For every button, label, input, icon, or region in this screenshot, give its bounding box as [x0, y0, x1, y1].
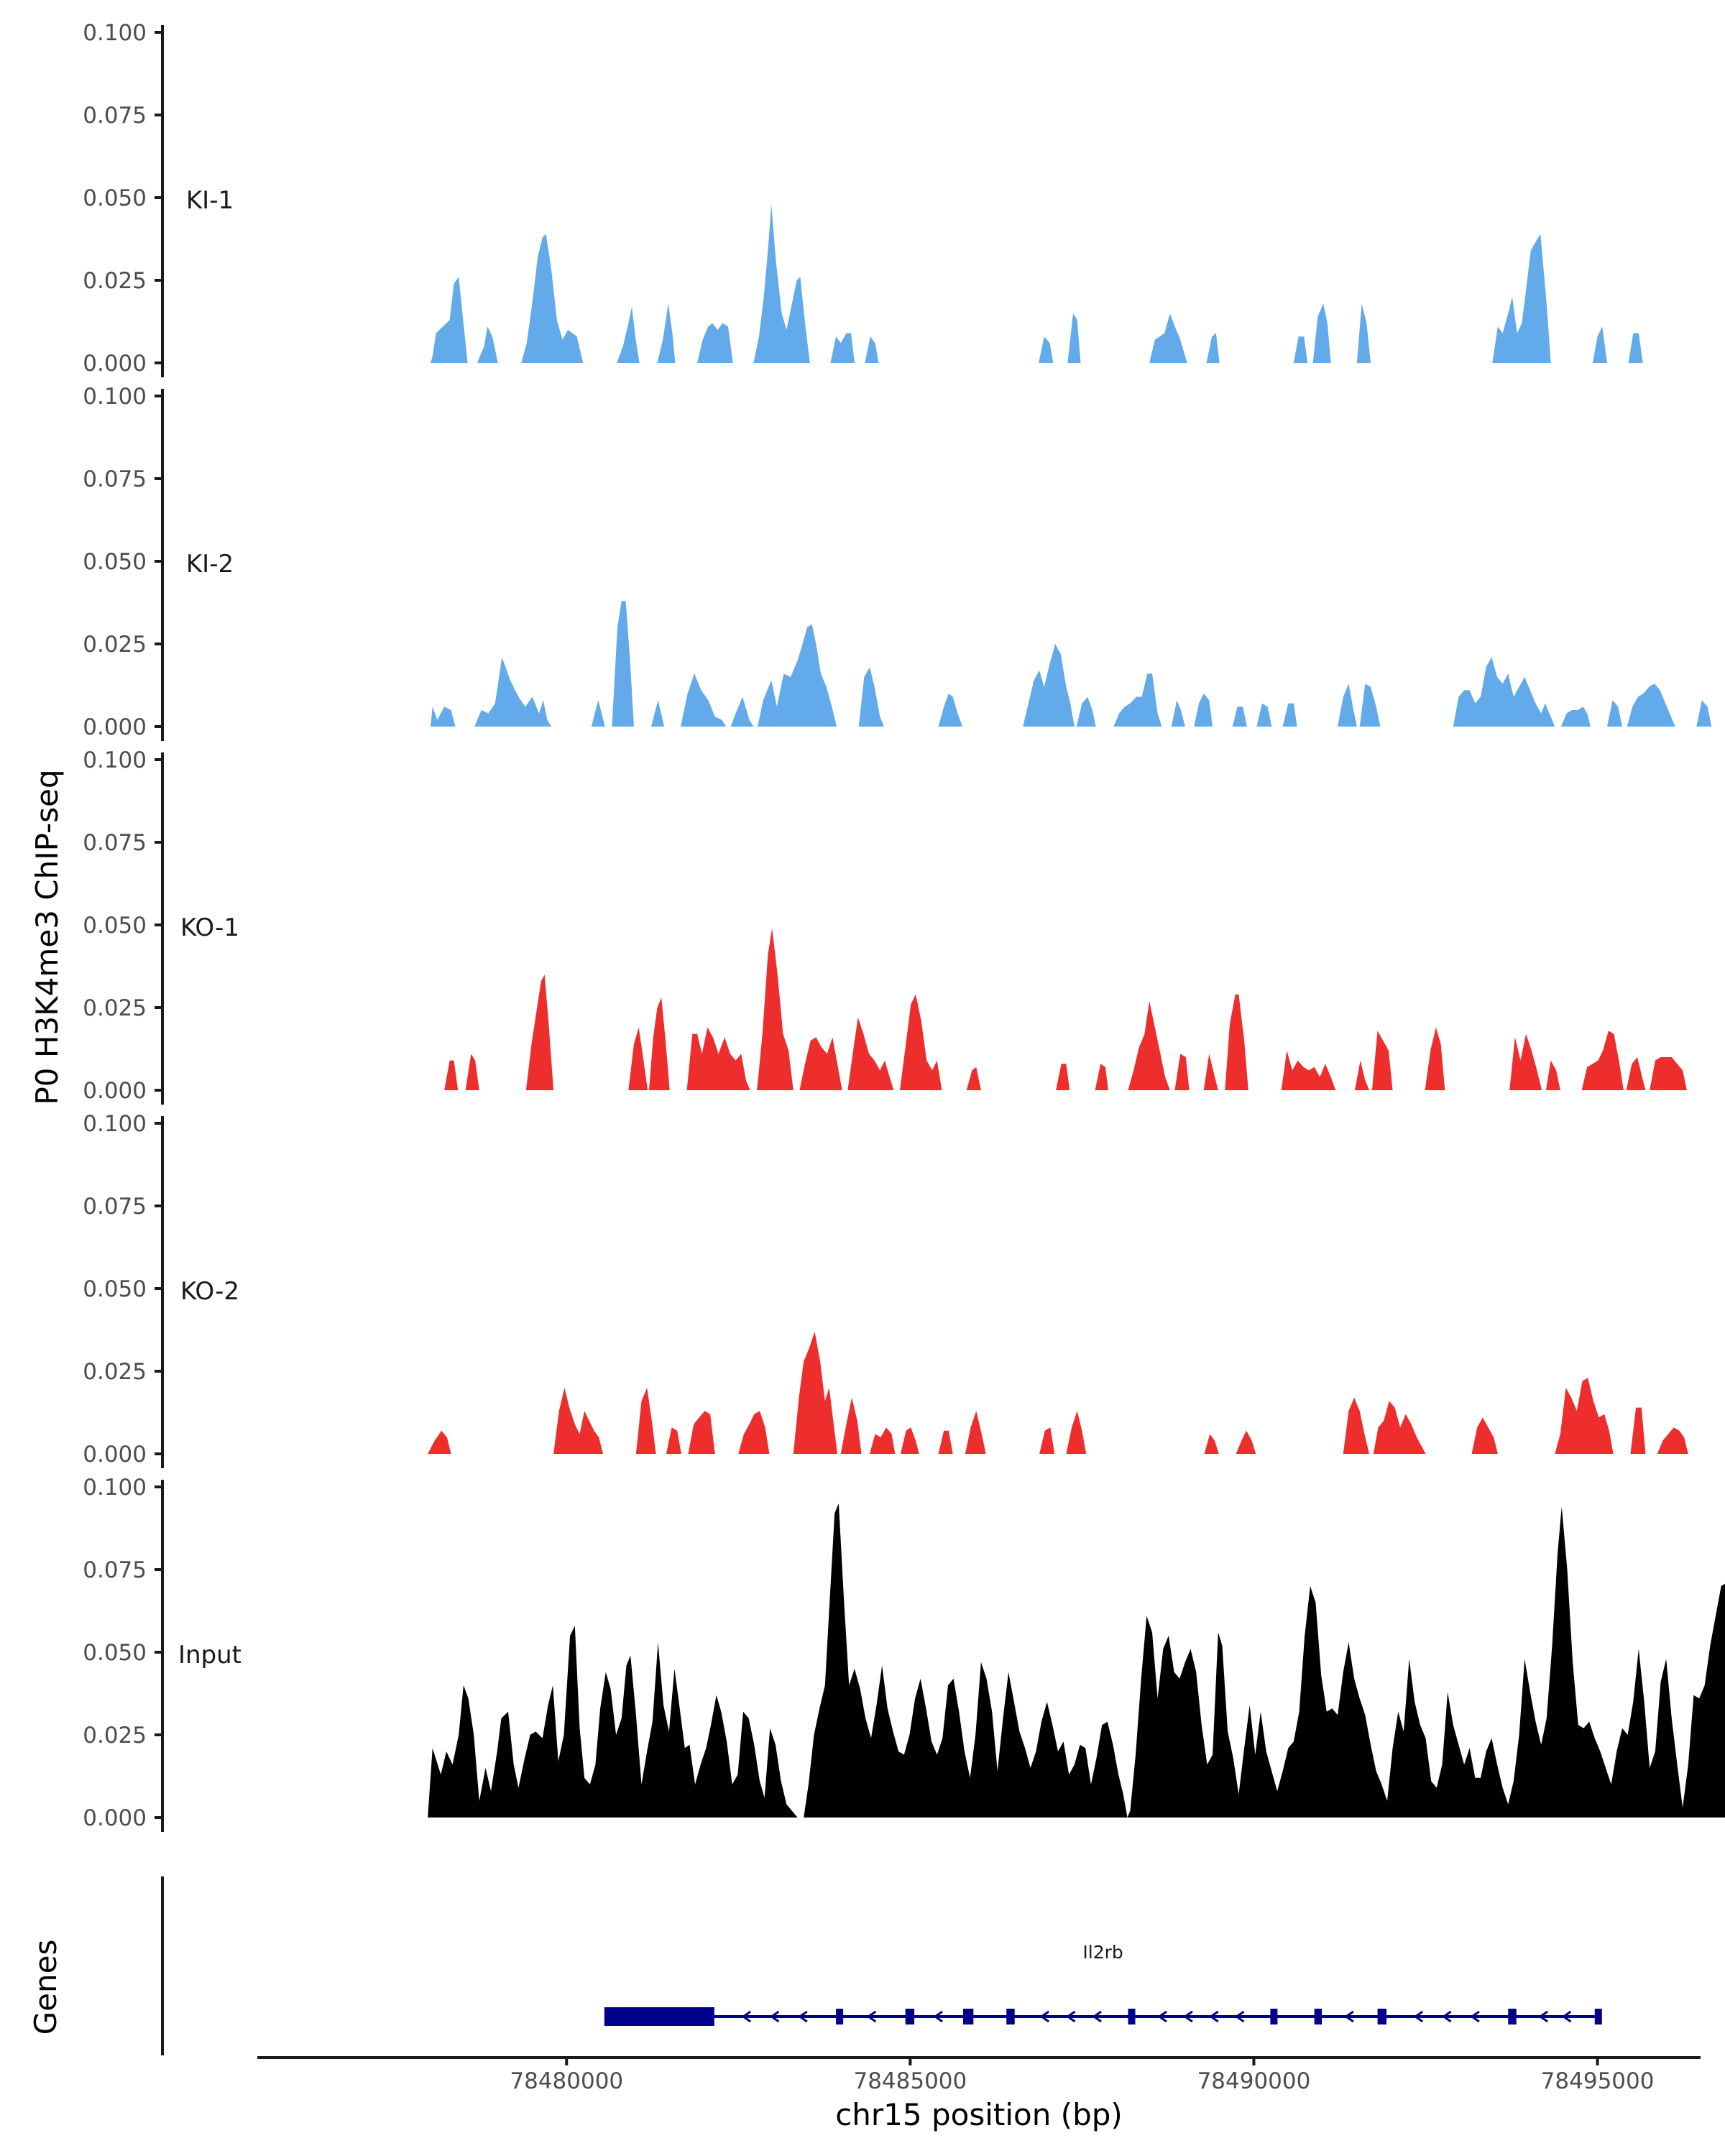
track-ki-2: 0.000 0.025 0.050 0.075 0.100 KI-2: [83, 384, 1712, 741]
strand-arrow: [1561, 2010, 1572, 2023]
y-tick-label-ko-1: 0.050: [83, 913, 147, 939]
x-tick-label: 78485000: [853, 2068, 967, 2094]
strand-arrow: [1157, 2010, 1167, 2023]
strand-arrow: [1442, 2010, 1452, 2023]
signal-area-input: [428, 1503, 1725, 1818]
y-tick-label-ko-1: 0.000: [83, 1078, 147, 1104]
track-label-ko-1: KO-1: [180, 913, 239, 942]
y-tick-label-ko-2: 0.075: [83, 1194, 147, 1220]
signal-area-ko-1: [444, 928, 1687, 1090]
y-tick-label-ko-2: 0.000: [83, 1442, 147, 1468]
y-tick-label-input: 0.025: [83, 1723, 147, 1749]
track-label-ki-1: KI-1: [186, 186, 234, 215]
track-label-input: Input: [178, 1641, 242, 1669]
gene-exon: [836, 2009, 844, 2024]
gene-panel-title: Genes: [28, 1940, 63, 2035]
y-tick-label-input: 0.075: [83, 1557, 147, 1583]
gene-name-label: Il2rb: [1082, 1942, 1123, 1963]
signal-area-ki-1: [431, 204, 1725, 363]
y-tick-label-ki-1: 0.025: [83, 268, 147, 294]
y-axis-title: P0 H3K4me3 ChIP-seq: [29, 769, 65, 1105]
strand-arrow: [1234, 2010, 1245, 2023]
gene-exon: [1128, 2009, 1136, 2024]
strand-arrow: [1039, 2010, 1050, 2023]
signal-area-ko-2: [428, 1331, 1688, 1454]
track-label-ko-2: KO-2: [180, 1277, 239, 1306]
strand-arrow: [933, 2010, 943, 2023]
y-tick-label-ki-1: 0.000: [83, 351, 147, 377]
strand-arrow: [798, 2010, 808, 2023]
y-tick-label-ki-2: 0.075: [83, 466, 147, 492]
x-tick-label: 78495000: [1541, 2068, 1655, 2094]
y-tick-label-ki-1: 0.050: [83, 185, 147, 211]
gene-exon: [604, 2007, 714, 2026]
strand-arrow: [1183, 2010, 1193, 2023]
strand-arrow: [1092, 2010, 1102, 2023]
track-ko-1: 0.000 0.025 0.050 0.075 0.100 KO-1: [83, 747, 1687, 1105]
y-tick-label-ki-2: 0.050: [83, 549, 147, 575]
strand-arrow: [1538, 2010, 1548, 2023]
gene-model: [604, 2007, 1602, 2026]
gene-annotation-panel: Il2rb: [161, 1876, 1602, 2055]
y-tick-label-ki-2: 0.100: [83, 384, 147, 410]
y-tick-label-ko-2: 0.050: [83, 1276, 147, 1302]
gene-exon: [905, 2009, 915, 2024]
strand-arrow: [769, 2010, 780, 2023]
track-label-ki-2: KI-2: [186, 550, 234, 579]
y-tick-label-ki-1: 0.075: [83, 103, 147, 129]
strand-arrow: [866, 2010, 877, 2023]
y-tick-label-ki-2: 0.025: [83, 632, 147, 658]
x-tick-label: 78480000: [510, 2068, 623, 2094]
signal-area-ki-2: [431, 601, 1712, 727]
strand-arrow: [1344, 2010, 1354, 2023]
y-tick-label-ko-1: 0.100: [83, 747, 147, 773]
strand-arrow: [1065, 2010, 1076, 2023]
track-ko-2: 0.000 0.025 0.050 0.075 0.100 KO-2: [83, 1111, 1688, 1468]
strand-arrow: [741, 2010, 752, 2023]
y-tick-label-ki-2: 0.000: [83, 714, 147, 740]
y-tick-label-input: 0.000: [83, 1805, 147, 1831]
y-tick-label-ko-1: 0.025: [83, 995, 147, 1021]
gene-exon: [1594, 2009, 1602, 2024]
x-axis-title: chr15 position (bp): [835, 2097, 1123, 2132]
signal-tracks: 0.0000.0250.0500.0750.100KI-10.0000.0250…: [83, 20, 1725, 1832]
x-axis-ticks: 78480000 78485000 78490000 78495000: [510, 2058, 1654, 2094]
y-tick-label-input: 0.100: [83, 1475, 147, 1501]
strand-arrow: [1413, 2010, 1424, 2023]
gene-exon: [963, 2009, 974, 2024]
x-tick-label: 78490000: [1197, 2068, 1311, 2094]
y-tick-label-ko-2: 0.100: [83, 1111, 147, 1137]
y-tick-label-input: 0.050: [83, 1640, 147, 1666]
gene-exon: [1377, 2009, 1387, 2024]
track-ki-1: 0.000 0.025 0.050 0.075 0.100 KI-1: [83, 20, 1725, 377]
strand-arrow: [1470, 2010, 1480, 2023]
x-axis: 78480000 78485000 78490000 78495000 chr15 p…: [257, 2056, 1701, 2132]
y-tick-label-ki-1: 0.100: [83, 20, 147, 46]
gene-exon: [1006, 2009, 1015, 2024]
y-tick-label-ko-2: 0.025: [83, 1359, 147, 1385]
gene-exon: [1314, 2009, 1322, 2024]
y-tick-label-ko-1: 0.075: [83, 830, 147, 856]
strand-arrow: [1209, 2010, 1219, 2023]
gene-exon: [1270, 2009, 1278, 2024]
track-input: 0.000 0.025 0.050 0.075 0.100 Input: [83, 1475, 1725, 1832]
gene-exon: [1508, 2009, 1517, 2024]
